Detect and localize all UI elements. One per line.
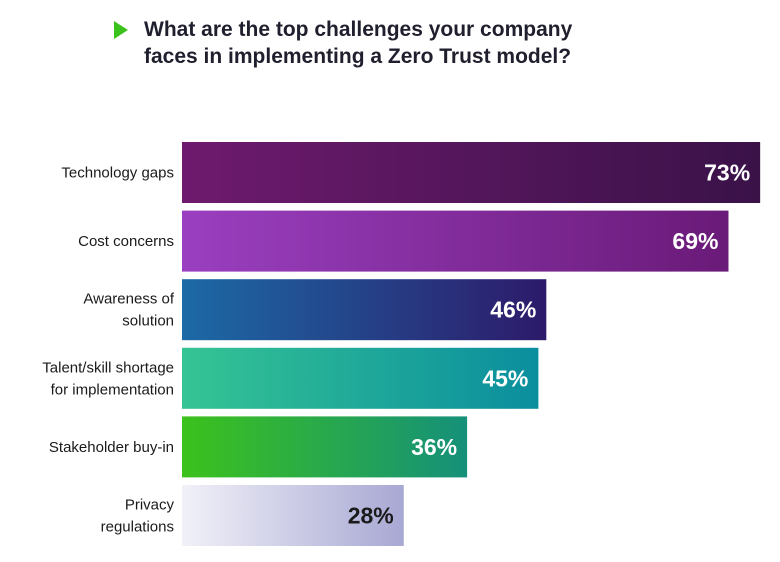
value-label-cost-concerns: 69% (672, 228, 718, 254)
category-label-cost-concerns: Cost concerns (78, 233, 174, 250)
chart-title: What are the top challenges your company… (144, 18, 573, 68)
play-arrow-icon (114, 21, 128, 39)
bar-technology-gaps (182, 142, 761, 203)
bar-stakeholder-buy-in (182, 416, 468, 478)
category-label-talent-skill-shortage-for-implementation: Talent/skill shortage for implementation (42, 359, 174, 398)
bar-cost-concerns (182, 210, 729, 272)
bars-layer (182, 142, 761, 546)
value-label-talent-skill-shortage-for-implementation: 45% (482, 365, 528, 391)
category-label-awareness-of-solution: Awareness of solution (83, 291, 174, 330)
labels-layer: 73% Technology gaps 69% Cost concerns 46% Awa… (42, 160, 750, 536)
value-label-stakeholder-buy-in: 36% (411, 434, 457, 460)
value-label-awareness-of-solution: 46% (490, 297, 536, 323)
bar-talent-skill-shortage-for-implementation (182, 347, 539, 409)
category-label-stakeholder-buy-in: Stakeholder buy-in (49, 439, 174, 456)
category-label-technology-gaps: Technology gaps (61, 165, 174, 182)
bar-awareness-of-solution (182, 279, 547, 341)
value-label-privacy-regulations: 28% (348, 503, 394, 529)
category-label-privacy-regulations: Privacy regulations (101, 497, 175, 536)
value-label-technology-gaps: 73% (704, 160, 750, 186)
bar-privacy-regulations (182, 485, 404, 546)
